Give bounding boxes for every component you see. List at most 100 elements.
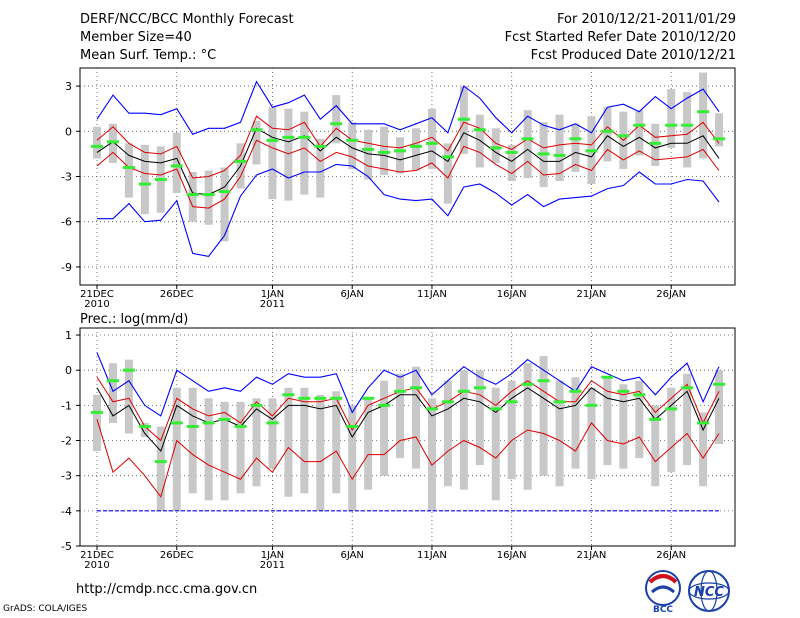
prec-series-upper-line (96, 376, 720, 442)
temp-obs-marker (410, 144, 422, 148)
temp-obs-marker (521, 137, 534, 141)
temp-spread-bar (93, 126, 101, 159)
prec-x-tick-label: 6JAN (340, 550, 363, 561)
temp-spread-bar (300, 111, 309, 195)
temp-spread-bar (380, 126, 389, 175)
temp-x-tick-label: 16JAN (497, 289, 527, 300)
prec-spread-bar (93, 394, 101, 452)
chart-title: DERF/NCC/BCC Monthly Forecast (80, 12, 294, 27)
temp-spread-bar (507, 144, 516, 182)
prec-spread-bar (332, 391, 341, 494)
temp-obs-marker (665, 123, 678, 127)
prec-series-max-line (96, 352, 720, 417)
temp-obs-marker (457, 117, 470, 121)
prec-obs-marker (234, 424, 247, 428)
prec-obs-marker (713, 382, 726, 386)
temp-obs-marker (266, 138, 279, 142)
temp-series-lower-line (96, 139, 720, 209)
temp-obs-marker (489, 146, 502, 150)
temp-spread-bar (172, 132, 181, 194)
temp-obs-marker (649, 141, 662, 145)
temp-obs-marker (697, 110, 710, 114)
prec-spread-bar (348, 405, 357, 511)
temp-series-min-line (97, 163, 720, 258)
prec-obs-marker (553, 400, 566, 404)
temp-x-tick-label: 21DEC (80, 289, 114, 300)
temp-obs-marker (218, 190, 231, 194)
prec-spread-bar (507, 380, 516, 480)
prec-spread-bar (252, 398, 261, 487)
temp-obs-marker (394, 149, 407, 153)
prec-x-tick-label: 26DEC (160, 550, 194, 561)
prec-spread-bar (220, 401, 229, 501)
prec-spread-bar (491, 387, 500, 501)
bcc-logo-text: BCC (653, 605, 673, 614)
temp-spread-bar (364, 129, 373, 180)
prec-obs-marker (665, 407, 678, 411)
prec-obs-marker (585, 403, 598, 407)
prec-x-tick-year: 2011 (260, 560, 285, 571)
forecast-produced-date: Fcst Produced Date 2010/12/21 (530, 48, 736, 63)
prec-obs-marker (298, 396, 311, 400)
prec-obs-marker (410, 386, 422, 390)
temp-obs-marker (505, 150, 518, 154)
prec-obs-marker (362, 396, 375, 400)
prec-spread-bar (188, 387, 197, 494)
prec-spread-bar (651, 405, 660, 487)
temp-x-tick-label: 26DEC (160, 289, 194, 300)
temp-spread-bar (412, 128, 420, 171)
prec-obs-marker (633, 393, 646, 397)
temp-obs-marker (473, 128, 486, 132)
temp-y-tick-label: 0 (65, 125, 72, 138)
temp-spread-bar (220, 167, 229, 242)
prec-obs-marker (266, 421, 279, 425)
prec-obs-marker (489, 407, 502, 411)
prec-spread-bar (427, 398, 436, 511)
temp-spread-bar (491, 128, 500, 163)
prec-obs-marker (649, 417, 662, 421)
forecast-range: For 2010/12/21-2011/01/29 (557, 12, 736, 27)
temp-obs-marker (106, 140, 119, 144)
prec-obs-marker (569, 389, 582, 393)
prec-spread-bar (443, 380, 452, 487)
prec-obs-marker (154, 460, 167, 464)
prec-obs-marker (170, 421, 183, 425)
temp-spread-bar (635, 110, 644, 156)
prec-x-tick-label: 26JAN (656, 550, 686, 561)
temp-obs-marker (681, 123, 694, 127)
temp-obs-marker (633, 123, 646, 127)
prec-spread-bar (412, 366, 420, 469)
temp-spread-bar (443, 143, 452, 204)
prec-spread-bar (140, 422, 149, 437)
temp-spread-bar (332, 95, 341, 144)
temp-obs-marker (186, 193, 199, 197)
prec-obs-marker (138, 424, 151, 428)
temp-obs-marker (250, 128, 263, 132)
temp-spread-bar (523, 110, 532, 179)
prec-obs-marker (378, 403, 391, 407)
prec-obs-marker (202, 421, 215, 425)
prec-series-lower-line (96, 419, 720, 498)
temp-series-mean-line (96, 127, 720, 196)
prec-x-tick-label: 11JAN (417, 550, 447, 561)
temp-obs-marker (122, 165, 135, 169)
prec-spread-bar (635, 380, 644, 459)
temp-obs-marker (425, 141, 438, 145)
variable-label: Mean Surf. Temp.: °C (80, 48, 217, 63)
prec-spread-bar (539, 356, 548, 476)
prec-y-tick-label: -4 (61, 505, 72, 518)
prec-y-tick-label: 1 (65, 329, 72, 342)
prec-obs-marker (91, 410, 103, 414)
temp-spread-bar (268, 107, 277, 200)
prec-x-tick-year: 2010 (84, 560, 109, 571)
prec-spread-bar (284, 387, 293, 497)
temp-series-max-line (96, 80, 720, 135)
temp-series-upper-line (96, 115, 720, 179)
prec-obs-marker (441, 400, 454, 404)
temp-obs-marker (378, 150, 391, 154)
prec-spread-bar (475, 370, 484, 466)
prec-obs-marker (473, 386, 486, 390)
prec-obs-marker (186, 424, 199, 428)
temp-x-tick-label: 11JAN (417, 289, 447, 300)
